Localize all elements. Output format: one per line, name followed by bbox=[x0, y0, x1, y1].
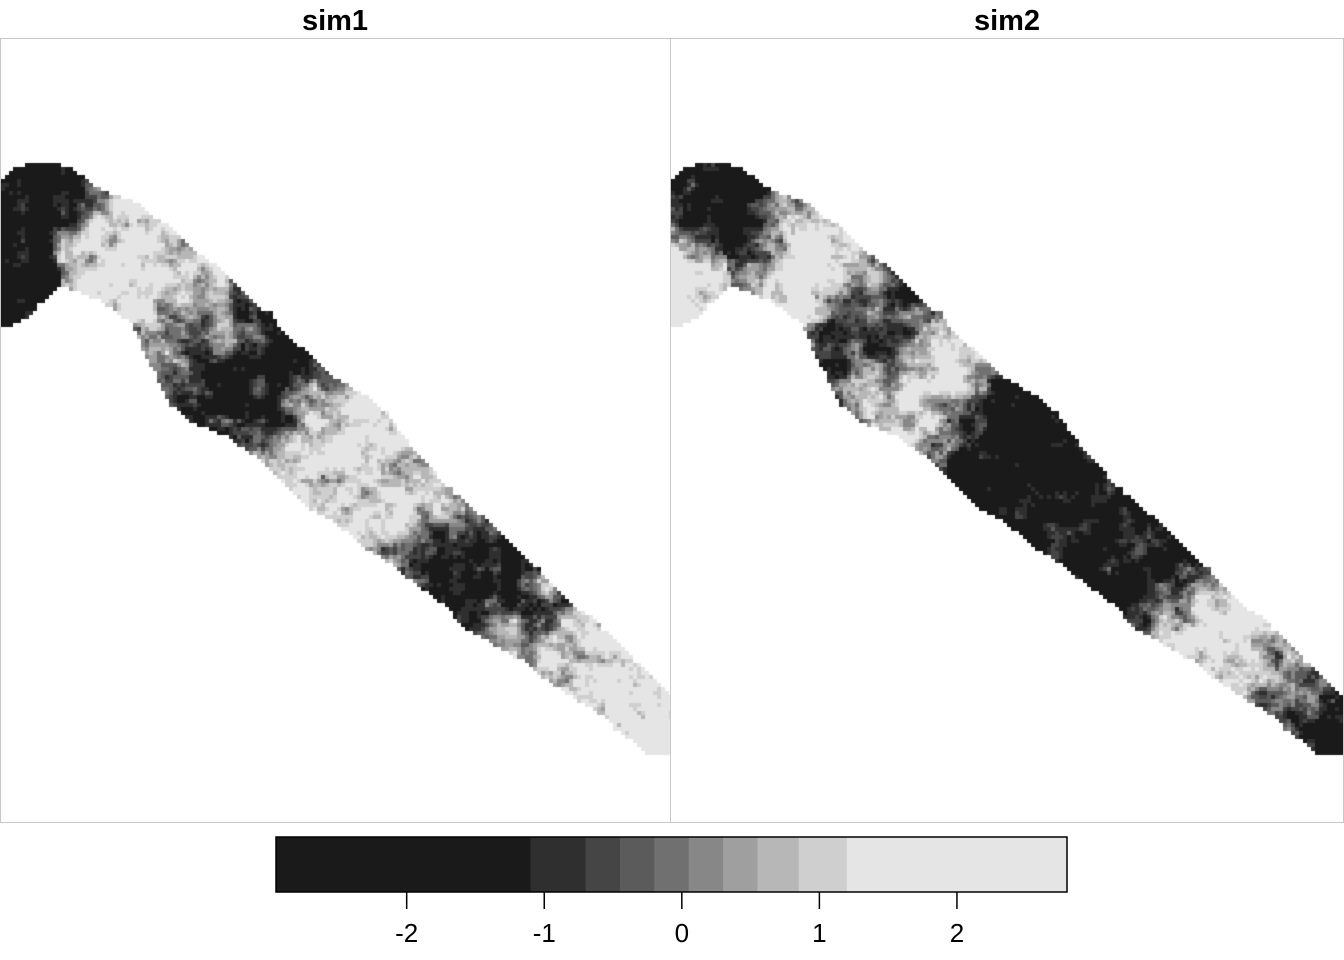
legend-swatch bbox=[757, 837, 800, 892]
panel-title-sim2: sim2 bbox=[973, 5, 1041, 37]
legend-tick-label: -2 bbox=[395, 918, 418, 948]
color-legend: -2 -1 0 1 2 bbox=[275, 836, 1068, 948]
legend-swatch bbox=[585, 837, 621, 892]
legend-tick-label: -1 bbox=[533, 918, 556, 948]
legend-tick-label: 2 bbox=[950, 918, 964, 948]
raster-map-sim1 bbox=[1, 39, 670, 822]
legend-swatch bbox=[530, 837, 587, 892]
legend-swatch bbox=[846, 837, 1068, 892]
panel-title-sim1: sim1 bbox=[301, 5, 369, 37]
legend-frame bbox=[275, 836, 1068, 893]
legend-swatch bbox=[654, 837, 690, 892]
legend-tick-label: 0 bbox=[675, 918, 689, 948]
legend-swatch bbox=[276, 837, 531, 892]
legend-tick-label: 1 bbox=[812, 918, 826, 948]
legend-swatch bbox=[723, 837, 758, 892]
map-panel-sim1 bbox=[0, 38, 671, 823]
legend-swatch bbox=[688, 837, 724, 892]
legend-swatch bbox=[798, 837, 848, 892]
map-panel-sim2 bbox=[670, 38, 1344, 823]
raster-map-sim2 bbox=[671, 39, 1343, 822]
legend-swatch bbox=[619, 837, 655, 892]
